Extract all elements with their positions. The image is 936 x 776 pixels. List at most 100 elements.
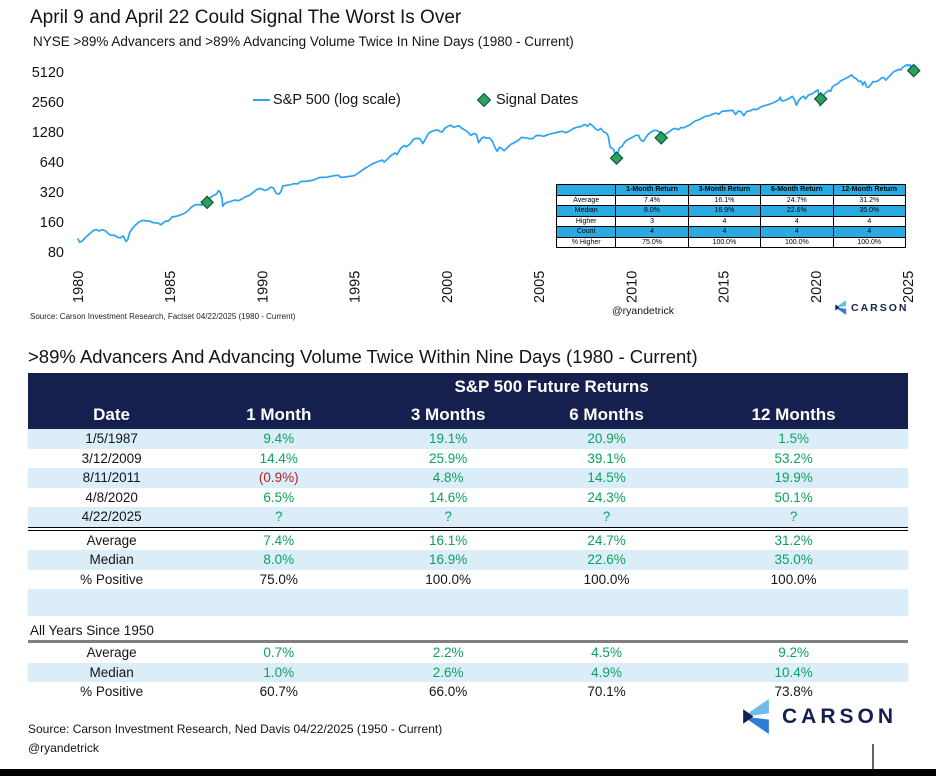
return-value-cell: 1.5% — [679, 429, 908, 449]
return-value-cell: ? — [362, 507, 534, 529]
chart-source-note: Source: Carson Investment Research, Fact… — [30, 312, 296, 321]
summary-value-cell: 10.4% — [679, 662, 908, 682]
inset-data-row: Median 8.0% 16.9% 22.6% 35.0% — [555, 205, 907, 217]
footer-source-note: Source: Carson Investment Research, Ned … — [28, 722, 443, 736]
footer-twitter-handle: @ryandetrick — [28, 741, 99, 755]
return-value-cell: 14.5% — [533, 468, 680, 488]
header-spacer-cell — [28, 373, 196, 401]
summary-value-cell: 66.0% — [429, 684, 468, 700]
table-row: 4/22/2025???? — [28, 507, 908, 529]
column-header-cell: 6 Months — [533, 401, 680, 429]
return-value-cell: 14.4% — [259, 450, 298, 466]
summary-value-cell: 100.0% — [425, 571, 472, 587]
summary-value-cell: 35.0% — [679, 550, 908, 570]
future-returns-table: S&P 500 Future Returns Date 1 Month 3 Month… — [28, 373, 908, 702]
summary-row: % Positive 75.0% 100.0% 100.0% 100.0% — [28, 570, 908, 590]
return-value-cell: 20.9% — [533, 429, 680, 449]
x-axis-tick: 2020 — [809, 271, 825, 303]
summary-value-cell: 1.0% — [195, 662, 363, 682]
carson-wordmark: CARSON — [851, 301, 909, 314]
return-value-cell: 24.3% — [587, 489, 626, 505]
summary-value-cell: 31.2% — [679, 526, 908, 550]
inset-value-cell: 4 — [760, 215, 834, 227]
blank-cell — [28, 589, 908, 616]
inset-returns-table: 1-Month Return 3-Month Return 6-Month Retu… — [555, 184, 907, 248]
x-axis-tick: 1980 — [71, 271, 87, 303]
inset-value-cell: 100.0% — [687, 236, 762, 248]
sp500-line-chart: 5120 2560 1280 640 320 160 80 1980 1985 1990 1995 2… — [0, 55, 936, 347]
summary-label-cell: Median — [28, 550, 196, 570]
y-axis-tick: 5120 — [32, 65, 64, 81]
carson-wordmark: CARSON — [782, 704, 898, 728]
diamond-marker-icon — [476, 92, 492, 108]
inset-data-row: Higher 3 4 4 4 — [555, 215, 907, 227]
inset-row-label: Count — [555, 226, 617, 238]
section-label-row: All Years Since 1950 — [28, 621, 908, 643]
inset-value-cell: 4 — [687, 226, 762, 238]
table-row: 3/12/2009 14.4% 25.9% 39.1% 53.2% — [28, 449, 908, 469]
inset-value-cell: 31.2% — [832, 194, 907, 206]
summary-row: % Positive 60.7% 66.0% 70.1% 73.8% — [28, 682, 908, 702]
summary-row: Average 7.4% 16.1% 24.7% 31.2% — [28, 526, 908, 550]
summary-value-cell: 2.6% — [362, 662, 534, 682]
table-column-header-row: Date 1 Month 3 Months 6 Months 12 Months — [28, 401, 908, 429]
summary-value-cell: 0.7% — [263, 645, 295, 661]
summary-label-cell: % Positive — [80, 684, 144, 700]
inset-value-cell: 22.6% — [760, 205, 834, 217]
summary-row: Median 8.0% 16.9% 22.6% 35.0% — [28, 550, 908, 570]
inset-row-label: Average — [555, 194, 617, 206]
x-axis-tick: 1985 — [163, 271, 179, 303]
inset-header-cell — [555, 184, 617, 196]
date-cell: 3/12/2009 — [81, 450, 142, 466]
return-value-cell: 9.4% — [195, 429, 363, 449]
summary-value-cell: 22.6% — [533, 550, 680, 570]
carson-chevron-icon — [835, 300, 847, 315]
inset-value-cell: 4 — [615, 226, 689, 238]
chart-title: April 9 and April 22 Could Signal The Wo… — [30, 7, 462, 28]
inset-value-cell: 3 — [615, 215, 689, 227]
inset-data-row: % Higher 75.0% 100.0% 100.0% 100.0% — [555, 236, 907, 248]
summary-value-cell: 2.2% — [432, 645, 464, 661]
signal-date-marker — [906, 63, 921, 78]
signal-date-marker — [609, 151, 624, 166]
signal-date-marker — [654, 130, 669, 145]
summary-value-cell: 100.0% — [583, 571, 630, 587]
summary-row: Median 1.0% 2.6% 4.9% 10.4% — [28, 662, 908, 682]
column-header-cell: 1 Month — [195, 401, 363, 429]
summary-value-cell: 100.0% — [770, 571, 817, 587]
table-row: 8/11/2011 (0.9%) 4.8% 14.5% 19.9% — [28, 468, 908, 488]
blank-band-row — [28, 589, 908, 616]
return-value-cell: 19.1% — [362, 429, 534, 449]
return-value-cell: 39.1% — [587, 450, 626, 466]
summary-value-cell: 16.9% — [362, 550, 534, 570]
summary-value-cell: 7.4% — [195, 526, 363, 550]
return-value-cell: 25.9% — [429, 450, 468, 466]
summary-value-cell: 9.2% — [778, 645, 809, 661]
legend-marker-label: Signal Dates — [496, 92, 579, 108]
line-swatch-icon — [253, 98, 270, 102]
summary-value-cell: 24.7% — [533, 526, 680, 550]
summary-value-cell: 4.9% — [533, 662, 680, 682]
return-value-cell: ? — [533, 507, 680, 529]
y-axis-tick: 640 — [40, 155, 64, 171]
y-axis-tick: 160 — [40, 215, 64, 231]
inset-value-cell: 16.1% — [687, 194, 762, 206]
inset-value-cell: 16.9% — [687, 205, 762, 217]
return-value-cell: 6.5% — [263, 489, 295, 505]
inset-value-cell: 8.0% — [615, 205, 689, 217]
summary-label-cell: Median — [28, 662, 196, 682]
return-value-cell: 19.9% — [679, 468, 908, 488]
return-value-cell: (0.9%) — [195, 468, 363, 488]
return-value-cell: 14.6% — [429, 489, 468, 505]
inset-value-cell: 100.0% — [760, 236, 834, 248]
return-value-cell: 53.2% — [774, 450, 813, 466]
column-header-cell: 12 Months — [679, 401, 908, 429]
x-axis-tick: 2010 — [624, 271, 640, 303]
date-cell: 4/8/2020 — [85, 489, 138, 505]
x-axis-tick: 2025 — [901, 271, 917, 303]
carson-chevron-icon — [743, 699, 769, 734]
inset-value-cell: 100.0% — [832, 236, 907, 248]
y-axis-tick: 1280 — [32, 125, 64, 141]
y-axis-tick: 2560 — [32, 95, 64, 111]
signal-date-marker — [200, 195, 215, 210]
